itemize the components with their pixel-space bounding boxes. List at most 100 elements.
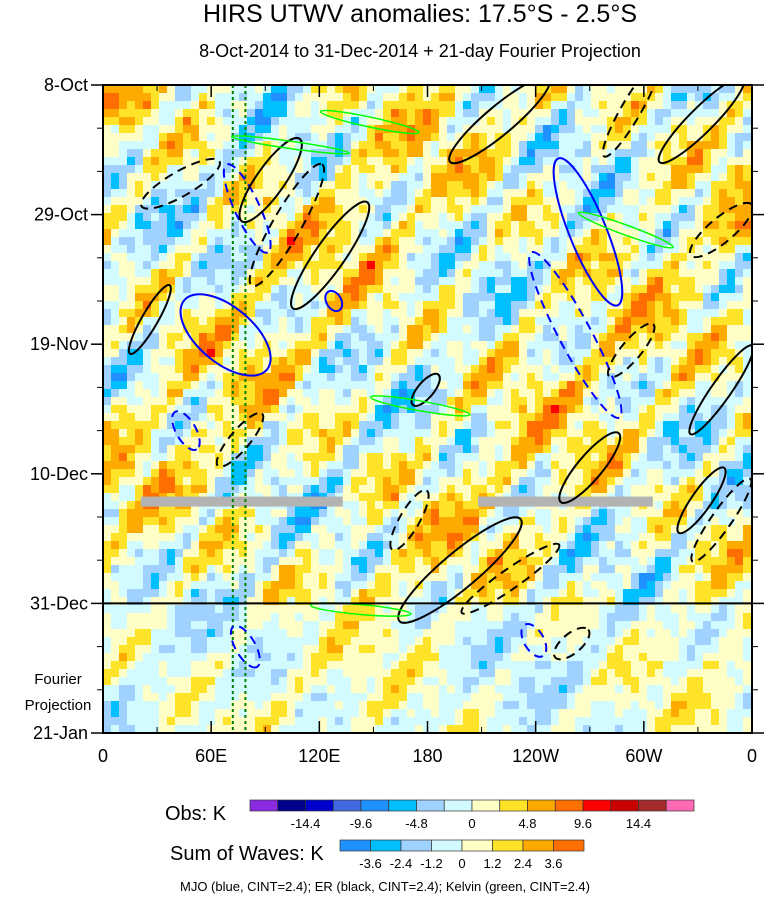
heatmap-cell [199,309,208,318]
heatmap-cell [391,309,400,318]
heatmap-cell [103,269,112,278]
heatmap-cell [191,405,200,414]
heatmap-cell [663,445,672,454]
heatmap-cell [311,413,320,422]
heatmap-cell [495,205,504,214]
heatmap-cell [559,525,568,534]
heatmap-cell [503,285,512,294]
heatmap-cell [255,373,264,382]
heatmap-cell [119,349,128,358]
heatmap-cell [727,501,736,510]
heatmap-cell [407,253,416,262]
heatmap-cell [687,453,696,462]
heatmap-cell [335,333,344,342]
heatmap-cell [143,349,152,358]
heatmap-cell [391,357,400,366]
heatmap-cell [719,461,728,470]
heatmap-cell [359,381,368,390]
heatmap-cell [479,245,488,254]
heatmap-cell [479,341,488,350]
heatmap-cell [479,237,488,246]
heatmap-cell [679,173,688,182]
heatmap-cell [127,317,136,326]
heatmap-cell [511,549,520,558]
heatmap-cell [119,413,128,422]
heatmap-cell [743,541,752,550]
heatmap-cell [119,309,128,318]
heatmap-cell [615,205,624,214]
heatmap-cell [135,253,144,262]
heatmap-cell [607,517,616,526]
heatmap-cell [743,301,752,310]
heatmap-cell [159,85,168,94]
heatmap-cell [119,181,128,190]
heatmap-cell [263,253,272,262]
heatmap-cell [127,253,136,262]
heatmap-cell [463,517,472,526]
heatmap-cell [727,149,736,158]
heatmap-cell [527,133,536,142]
heatmap-cell [703,173,712,182]
heatmap-cell [495,381,504,390]
heatmap-cell [143,461,152,470]
heatmap-cell [119,333,128,342]
heatmap-cell [719,229,728,238]
heatmap-cell [495,445,504,454]
heatmap-cell [615,541,624,550]
heatmap-cell [623,325,632,334]
heatmap-cell [567,485,576,494]
heatmap-cell [471,349,480,358]
heatmap-cell [247,325,256,334]
heatmap-cell [623,421,632,430]
heatmap-cell [535,125,544,134]
heatmap-cell [151,517,160,526]
heatmap-cell [351,125,360,134]
heatmap-cell [231,549,240,558]
heatmap-cell [359,301,368,310]
heatmap-cell [575,173,584,182]
heatmap-cell [207,101,216,110]
heatmap-cell [287,117,296,126]
heatmap-cell [207,261,216,270]
heatmap-cell [479,117,488,126]
heatmap-cell [119,493,128,502]
heatmap-cell [303,517,312,526]
heatmap-cell [519,557,528,566]
heatmap-cell [383,229,392,238]
heatmap-cell [375,197,384,206]
heatmap-cell [519,485,528,494]
heatmap-cell [735,397,744,406]
heatmap-cell [287,421,296,430]
heatmap-cell [391,517,400,526]
heatmap-cell [391,205,400,214]
heatmap-cell [631,565,640,574]
heatmap-cell [735,157,744,166]
heatmap-cell [487,317,496,326]
heatmap-cell [231,565,240,574]
heatmap-cell [255,125,264,134]
heatmap-cell [111,285,120,294]
heatmap-cell [247,445,256,454]
heatmap-cell [343,237,352,246]
heatmap-cell [719,309,728,318]
heatmap-cell [487,149,496,158]
heatmap-cell [447,293,456,302]
heatmap-cell [351,157,360,166]
heatmap-cell [351,565,360,574]
heatmap-cell [399,517,408,526]
heatmap-cell [703,501,712,510]
heatmap-cell [567,333,576,342]
heatmap-cell [559,509,568,518]
heatmap-cell [391,413,400,422]
heatmap-cell [151,229,160,238]
heatmap-cell [663,477,672,486]
heatmap-cell [607,253,616,262]
heatmap-cell [135,229,144,238]
heatmap-cell [175,549,184,558]
heatmap-cell [463,181,472,190]
heatmap-cell [367,525,376,534]
heatmap-cell [567,461,576,470]
heatmap-cell [583,245,592,254]
heatmap-cell [447,173,456,182]
heatmap-cell [199,189,208,198]
